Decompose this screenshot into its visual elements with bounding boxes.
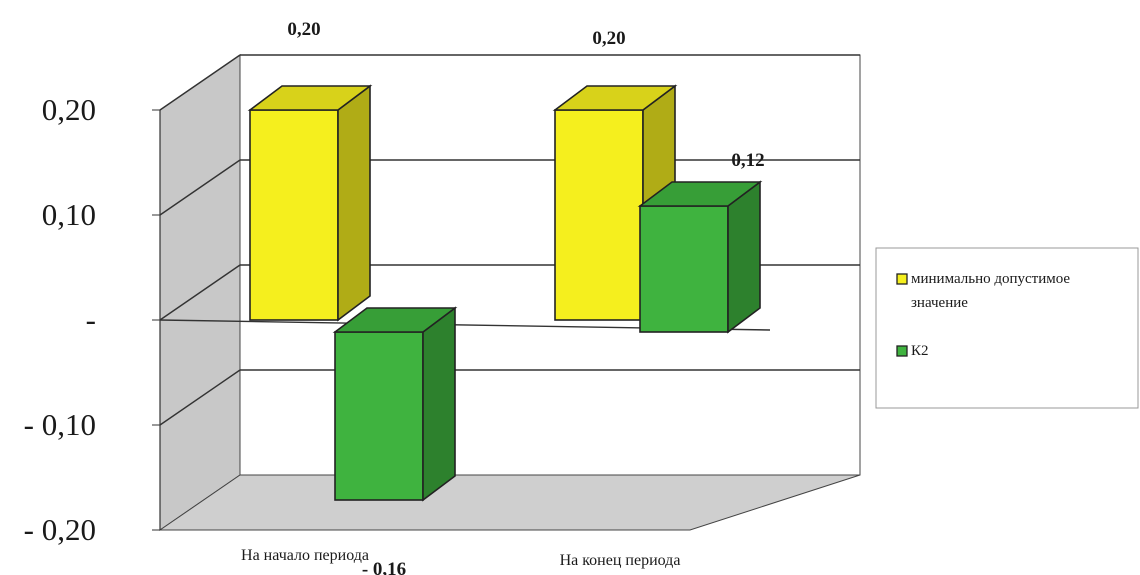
bar-top <box>247 85 373 111</box>
legend-label: К2 <box>911 343 929 359</box>
bar-top <box>332 307 458 333</box>
legend-swatch <box>896 273 908 285</box>
data-label: 0,12 <box>731 150 764 171</box>
tick-label: 0,20 <box>42 92 96 127</box>
bar-top <box>552 85 678 111</box>
bar-side <box>337 84 371 322</box>
tick-label: - 0,10 <box>24 407 96 442</box>
data-labels: 0,20 - 0,16 0,20 0,12 <box>287 19 764 575</box>
legend-box <box>875 247 1139 409</box>
legend-label: минимально допустимое <box>911 271 1070 287</box>
legend-swatch <box>896 345 908 357</box>
gridline-side <box>159 369 241 426</box>
legend: минимально допустимое значение К2 <box>875 247 1139 409</box>
legend-label-cont: значение <box>911 295 968 311</box>
bar-top <box>637 181 763 207</box>
bar-side <box>422 306 456 502</box>
bar-front <box>249 109 339 321</box>
category-labels: На начало периода На конец периода <box>241 547 680 569</box>
bar-front <box>639 205 729 333</box>
data-label: 0,20 <box>592 28 625 49</box>
bar-side <box>727 180 761 334</box>
y-axis-ticks: 0,20 0,10 - - 0,10 - 0,20 <box>24 92 160 547</box>
category-label: На конец периода <box>560 552 681 569</box>
data-label: - 0,16 <box>362 559 406 575</box>
data-label: 0,20 <box>287 19 320 40</box>
tick-label: 0,10 <box>42 197 96 232</box>
floor <box>158 474 861 531</box>
tick-label: - 0,20 <box>24 512 96 547</box>
gridline-side <box>159 159 241 216</box>
gridline-side <box>159 54 241 111</box>
gridline-side <box>159 264 241 321</box>
category-label: На начало периода <box>241 547 369 564</box>
bar-front <box>334 331 424 501</box>
tick-label: - <box>86 302 96 337</box>
bar-front <box>554 109 644 321</box>
bars <box>247 84 763 502</box>
